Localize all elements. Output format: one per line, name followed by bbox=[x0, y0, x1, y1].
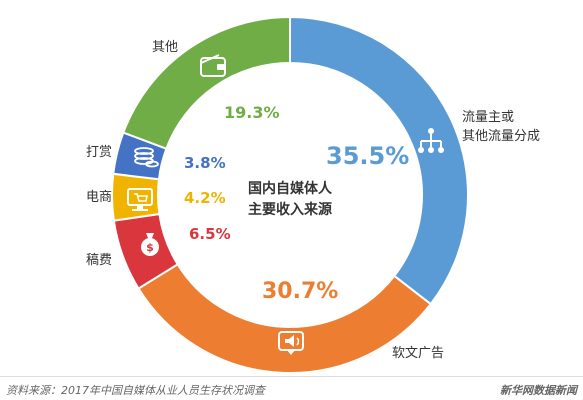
svg-text:$: $ bbox=[146, 241, 154, 254]
pointer-4 bbox=[163, 153, 179, 171]
value-labels: 35.5% 30.7% 6.5% 4.2% 3.8% 19.3% bbox=[184, 103, 409, 304]
cart-icon bbox=[127, 188, 153, 211]
pointer-0 bbox=[399, 139, 416, 157]
wallet-icon bbox=[200, 54, 226, 77]
category-label-5: 其他 bbox=[152, 40, 178, 55]
category-label-3: 电商 bbox=[86, 190, 112, 205]
brand-name: 新华网数据新闻 bbox=[500, 384, 577, 397]
category-label-1: 软文广告 bbox=[392, 346, 444, 361]
pointer-1 bbox=[281, 308, 300, 323]
category-label-2: 稿费 bbox=[86, 252, 112, 268]
center-label-line2: 主要收入来源 bbox=[248, 201, 332, 218]
value-label-5: 19.3% bbox=[224, 103, 280, 122]
value-label-2: 6.5% bbox=[189, 225, 231, 243]
source-note: 资料来源：2017年中国自媒体从业人员生存状况调查 bbox=[6, 384, 265, 397]
value-label-0: 35.5% bbox=[326, 142, 409, 170]
pointer-2 bbox=[165, 228, 183, 246]
slice-5 bbox=[122, 15, 291, 151]
pointer-5 bbox=[215, 79, 232, 97]
category-label-0: 流量主或 bbox=[462, 110, 514, 125]
donut-slices bbox=[111, 15, 469, 374]
slice-pointers bbox=[159, 79, 416, 323]
category-label-0-1: 其他流量分成 bbox=[462, 129, 540, 144]
value-label-4: 3.8% bbox=[184, 154, 226, 172]
coins-icon bbox=[134, 147, 159, 168]
slice-icons: $ bbox=[127, 54, 444, 355]
category-label-4: 打赏 bbox=[86, 145, 112, 160]
pointer-3 bbox=[159, 189, 174, 208]
network-icon bbox=[418, 128, 444, 153]
value-label-1: 30.7% bbox=[262, 279, 338, 304]
value-label-3: 4.2% bbox=[184, 189, 226, 207]
speaker-icon bbox=[278, 331, 304, 355]
slice-0 bbox=[289, 15, 469, 306]
center-label-line1: 国内自媒体人 bbox=[248, 180, 333, 197]
footer-divider bbox=[0, 376, 583, 377]
money-bag-icon: $ bbox=[141, 233, 159, 256]
